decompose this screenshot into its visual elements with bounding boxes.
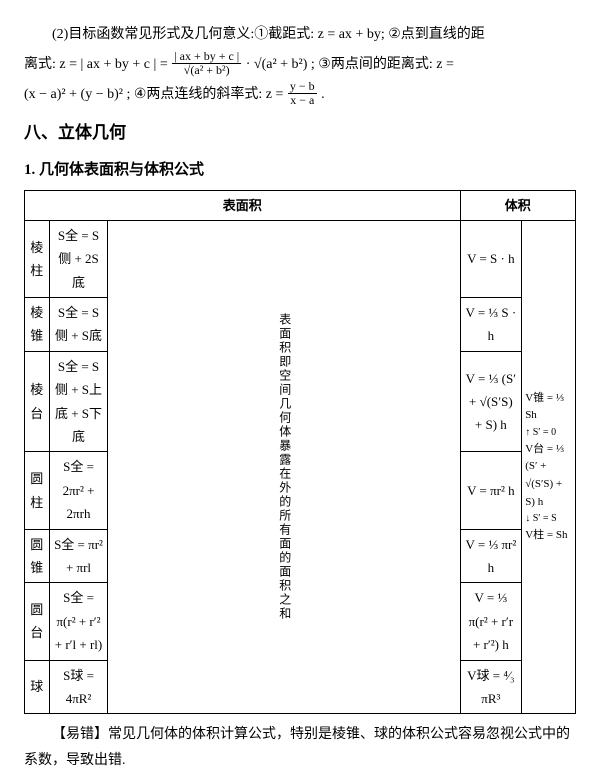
intro-frac-1: | ax + by + c | √(a² + b²) bbox=[172, 50, 241, 77]
intro-text-1e: ; ③两点间的距离式: z = bbox=[311, 57, 454, 72]
surface-formula: S全 = 2πr² + 2πrh bbox=[49, 452, 108, 529]
shape-name: 圆柱 bbox=[25, 452, 50, 529]
volume-formula: V = πr² h bbox=[460, 452, 522, 529]
intro-line-2: 离式: z = | ax + by + c | = | ax + by + c … bbox=[24, 51, 576, 78]
shape-name: 棱台 bbox=[25, 351, 50, 452]
intro-text-1c: · bbox=[246, 57, 254, 72]
formula-table: 表面积 体积 棱柱 S全 = S侧 + 2S底 表面积即空间几何体暴露在外的所有… bbox=[24, 190, 576, 715]
surface-formula: S球 = 4πR² bbox=[49, 660, 108, 714]
vol-note-arrow-up: ↑ S′ = 0 bbox=[525, 425, 572, 441]
intro-text-2b: . bbox=[321, 86, 325, 101]
volume-formula: V = S · h bbox=[460, 220, 522, 297]
intro-line-1: (2)目标函数常见形式及几何意义:①截距式: z = ax + by; ②点到直… bbox=[24, 22, 576, 47]
surface-formula: S全 = S侧 + S上底 + S下底 bbox=[49, 351, 108, 452]
table-header-row: 表面积 体积 bbox=[25, 190, 576, 220]
volume-formula: V = ⅓ (S′ + √(S′S) + S) h bbox=[460, 351, 522, 452]
volume-note-column: V锥 = ⅓ Sh ↑ S′ = 0 V台 = ⅓ (S′ + √(S′S) +… bbox=[522, 220, 576, 713]
vol-note-prism: V柱 = Sh bbox=[525, 527, 572, 545]
intro-text-1a: (2)目标函数常见形式及几何意义:①截距式: z = ax + by; ②点到直… bbox=[52, 27, 485, 42]
shape-name: 圆台 bbox=[25, 583, 50, 660]
subsection-1-heading: 1. 几何体表面积与体积公式 bbox=[24, 157, 576, 184]
yicuo-note: 【易错】常见几何体的体积计算公式，特别是棱锥、球的体积公式容易忽视公式中的系数，… bbox=[24, 722, 576, 771]
surface-note: 表面积即空间几何体暴露在外的所有面的面积之和 bbox=[108, 220, 460, 713]
vol-note-arrow-down: ↓ S′ = S bbox=[525, 511, 572, 527]
intro-frac-2: y − b x − a bbox=[288, 80, 317, 107]
shape-name: 圆锥 bbox=[25, 529, 50, 583]
intro-text-1d: √(a² + b²) bbox=[254, 57, 308, 72]
table-row: 棱柱 S全 = S侧 + 2S底 表面积即空间几何体暴露在外的所有面的面积之和 … bbox=[25, 220, 576, 297]
intro-text-2a: (x − a)² + (y − b)² ; ④两点连线的斜率式: z = bbox=[24, 86, 287, 101]
section-heading: 八、立体几何 bbox=[24, 118, 576, 149]
surface-formula: S全 = π(r² + r′² + r′l + rl) bbox=[49, 583, 108, 660]
intro-line-3: (x − a)² + (y − b)² ; ④两点连线的斜率式: z = y −… bbox=[24, 81, 576, 108]
volume-formula: V球 = ⁴⁄₃ πR³ bbox=[460, 660, 522, 714]
intro-text-1b: 离式: z = | ax + by + c | = bbox=[24, 57, 171, 72]
col-surface: 表面积 bbox=[25, 190, 461, 220]
volume-formula: V = ⅓ πr² h bbox=[460, 529, 522, 583]
shape-name: 球 bbox=[25, 660, 50, 714]
shape-name: 棱柱 bbox=[25, 220, 50, 297]
vol-note-cone: V锥 = ⅓ Sh bbox=[525, 390, 572, 425]
shape-name: 棱锥 bbox=[25, 298, 50, 352]
volume-formula: V = ⅓ S · h bbox=[460, 298, 522, 352]
surface-formula: S全 = S侧 + S底 bbox=[49, 298, 108, 352]
vol-note-frustum: V台 = ⅓ (S′ + √(S′S) + S) h bbox=[525, 441, 572, 511]
col-volume: 体积 bbox=[460, 190, 576, 220]
volume-formula: V = ⅓ π(r² + r′r + r′²) h bbox=[460, 583, 522, 660]
surface-formula: S全 = S侧 + 2S底 bbox=[49, 220, 108, 297]
surface-formula: S全 = πr² + πrl bbox=[49, 529, 108, 583]
